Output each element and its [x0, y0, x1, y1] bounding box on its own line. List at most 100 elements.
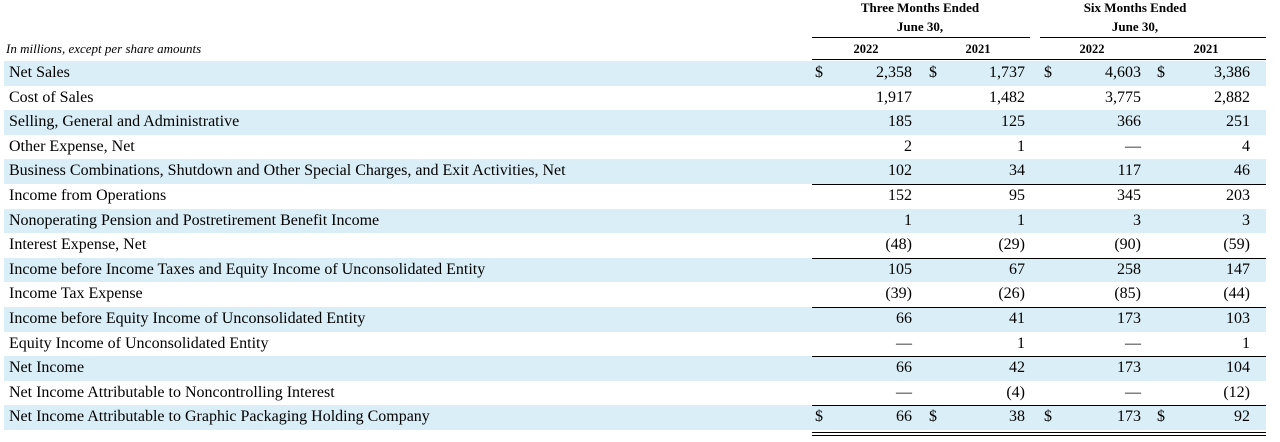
- table-row: Net Income Attributable to Graphic Packa…: [4, 405, 1266, 430]
- six-months-header: Six Months Ended June 30,: [1020, 0, 1250, 34]
- cell-value: 147: [1226, 260, 1250, 278]
- row-label: Net Income Attributable to Noncontrollin…: [9, 383, 335, 401]
- cell-value: 251: [1226, 113, 1250, 131]
- cell-value: 1,737: [989, 64, 1025, 81]
- cell-value: 42: [1009, 359, 1025, 377]
- three-months-header-line1: Three Months Ended: [860, 0, 980, 15]
- cell-value: 4: [1242, 137, 1250, 155]
- cell-value: 1: [1017, 137, 1025, 155]
- cell-value: 173: [1117, 408, 1141, 426]
- cell-value: 34: [1009, 162, 1025, 180]
- cell-value: 345: [1117, 186, 1141, 204]
- table-row: Cost of Sales 1,917 1,482 3,775 2,882: [4, 86, 1266, 111]
- cell-value: 105: [888, 260, 912, 278]
- row-label: Interest Expense, Net: [9, 236, 147, 254]
- cell-value: (4): [1006, 383, 1025, 401]
- row-label: Nonoperating Pension and Postretirement …: [9, 211, 380, 229]
- cell-value: 4,603: [1105, 64, 1141, 81]
- cell-value: (90): [1114, 236, 1141, 254]
- cell-value: —: [1125, 383, 1141, 401]
- currency-symbol: $: [929, 64, 937, 81]
- cell-value: 102: [888, 162, 912, 180]
- table-row: Income before Equity Income of Unconsoli…: [4, 306, 1266, 332]
- row-label: Selling, General and Administrative: [9, 113, 240, 131]
- cell-value: 185: [888, 113, 912, 131]
- cell-value: 66: [896, 309, 912, 327]
- year-header-2: 2021: [965, 42, 991, 56]
- currency-symbol: $: [1044, 408, 1052, 426]
- currency-symbol: $: [815, 408, 823, 426]
- cell-value: 38: [1009, 408, 1025, 426]
- table-row: Income from Operations 152 95 345 203: [4, 183, 1266, 209]
- cell-value: 152: [888, 186, 912, 204]
- cell-value: 3: [1133, 211, 1141, 229]
- cell-value: 95: [1009, 186, 1025, 204]
- cell-value: —: [1125, 334, 1141, 352]
- cell-value: (44): [1223, 285, 1250, 303]
- cell-value: 125: [1001, 113, 1025, 131]
- cell-value: 1: [1242, 334, 1250, 352]
- bottom-rule-1: [812, 432, 1266, 433]
- currency-symbol: $: [1044, 64, 1052, 81]
- currency-symbol: $: [815, 64, 823, 81]
- cell-value: 2,358: [876, 64, 912, 81]
- cell-value: 67: [1009, 260, 1025, 278]
- bottom-rule-2: [812, 435, 1266, 436]
- cell-value: 104: [1226, 359, 1250, 377]
- cell-value: 173: [1117, 359, 1141, 377]
- cell-value: (29): [998, 236, 1025, 254]
- cell-value: —: [1125, 137, 1141, 155]
- cell-value: (85): [1114, 285, 1141, 303]
- table-row: Income Tax Expense (39) (26) (85) (44): [4, 282, 1266, 307]
- cell-value: —: [896, 383, 912, 401]
- row-label: Equity Income of Unconsolidated Entity: [9, 334, 269, 352]
- row-label: Income Tax Expense: [9, 285, 143, 303]
- year-header-rule: [812, 59, 1266, 60]
- cell-value: 366: [1117, 113, 1141, 131]
- cell-value: 3: [1242, 211, 1250, 229]
- row-label: Income before Income Taxes and Equity In…: [9, 260, 486, 278]
- three-months-header: Three Months Ended June 30,: [805, 0, 1035, 34]
- cell-value: 41: [1009, 309, 1025, 327]
- cell-value: (59): [1223, 236, 1250, 254]
- cell-value: 1,917: [876, 88, 912, 106]
- statement-rows: Net Sales $2,358 $1,737 $4,603 $3,386 Cost of…: [0, 61, 1280, 430]
- table-row: Other Expense, Net 2 1 — 4: [4, 135, 1266, 160]
- year-header-1: 2022: [853, 42, 879, 56]
- table-row: Net Income 66 42 173 104: [4, 356, 1266, 381]
- cell-value: 3,775: [1105, 88, 1141, 106]
- three-months-header-line2: June 30,: [896, 19, 944, 34]
- cell-value: 92: [1234, 408, 1250, 426]
- year-header-4: 2021: [1193, 42, 1219, 56]
- row-label: Net Income: [9, 359, 85, 377]
- row-label: Net Income Attributable to Graphic Packa…: [9, 408, 430, 426]
- table-row: Interest Expense, Net (48) (29) (90) (59): [4, 233, 1266, 258]
- row-label: Income from Operations: [9, 186, 167, 204]
- currency-symbol: $: [929, 408, 937, 426]
- row-label: Cost of Sales: [9, 88, 94, 106]
- currency-symbol: $: [1157, 64, 1165, 81]
- cell-value: 103: [1226, 309, 1250, 327]
- table-row: Business Combinations, Shutdown and Othe…: [4, 159, 1266, 184]
- units-note: In millions, except per share amounts: [6, 41, 202, 56]
- cell-value: 66: [896, 359, 912, 377]
- row-label: Other Expense, Net: [9, 137, 135, 155]
- table-row: Net Income Attributable to Noncontrollin…: [4, 381, 1266, 406]
- cell-value: (48): [885, 236, 912, 254]
- table-row: Income before Income Taxes and Equity In…: [4, 257, 1266, 283]
- year-header-3: 2022: [1079, 42, 1105, 56]
- row-label: Net Sales: [9, 64, 70, 81]
- six-months-header-line2: June 30,: [1111, 19, 1159, 34]
- table-row: Equity Income of Unconsolidated Entity — 1…: [4, 332, 1266, 357]
- cell-value: 66: [896, 408, 912, 426]
- cell-value: 46: [1234, 162, 1250, 180]
- header-rule-six: [1040, 37, 1266, 38]
- table-row: Selling, General and Administrative 185 12…: [4, 110, 1266, 135]
- six-months-header-line1: Six Months Ended: [1083, 0, 1187, 15]
- cell-value: (12): [1223, 383, 1250, 401]
- cell-value: 2: [904, 137, 912, 155]
- cell-value: 258: [1117, 260, 1141, 278]
- row-label: Income before Equity Income of Unconsoli…: [9, 309, 366, 327]
- cell-value: (26): [998, 285, 1025, 303]
- cell-value: 2,882: [1214, 88, 1250, 106]
